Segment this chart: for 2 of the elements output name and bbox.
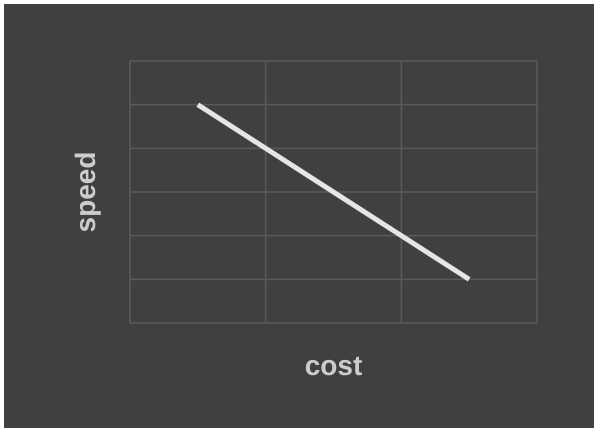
y-axis-title: speed bbox=[70, 152, 101, 232]
x-axis-title: cost bbox=[304, 350, 362, 381]
